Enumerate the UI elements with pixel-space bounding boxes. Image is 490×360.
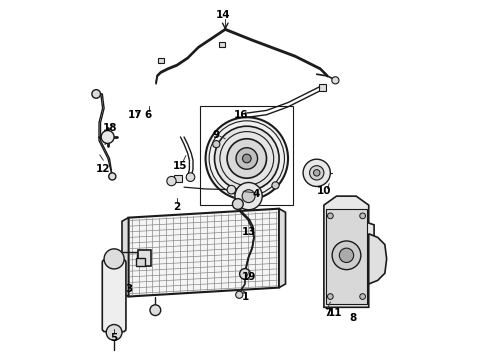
- Circle shape: [167, 176, 176, 186]
- Circle shape: [272, 182, 279, 189]
- Text: 6: 6: [145, 111, 152, 121]
- Bar: [319, 84, 326, 91]
- Bar: [158, 58, 164, 63]
- Circle shape: [310, 166, 324, 180]
- Text: 8: 8: [349, 313, 356, 323]
- Circle shape: [332, 241, 361, 270]
- Circle shape: [186, 173, 195, 181]
- FancyBboxPatch shape: [102, 260, 126, 332]
- Circle shape: [360, 213, 366, 219]
- Bar: [219, 42, 224, 47]
- Bar: [138, 250, 151, 266]
- Polygon shape: [128, 209, 279, 297]
- Circle shape: [236, 291, 243, 298]
- Circle shape: [327, 213, 333, 219]
- Text: 12: 12: [96, 164, 111, 174]
- Circle shape: [314, 170, 320, 176]
- Polygon shape: [368, 234, 387, 284]
- Text: 3: 3: [125, 284, 132, 294]
- Text: 4: 4: [252, 189, 259, 199]
- Circle shape: [213, 140, 220, 148]
- Bar: [326, 209, 367, 304]
- Text: 17: 17: [128, 111, 143, 121]
- Text: 13: 13: [242, 227, 256, 237]
- Polygon shape: [279, 209, 286, 288]
- Circle shape: [227, 139, 267, 178]
- Text: 5: 5: [110, 333, 118, 343]
- Text: 10: 10: [317, 186, 331, 196]
- Circle shape: [232, 199, 243, 210]
- Circle shape: [106, 324, 122, 340]
- Circle shape: [242, 190, 255, 203]
- Circle shape: [104, 249, 124, 269]
- Circle shape: [243, 154, 251, 163]
- Circle shape: [109, 173, 116, 180]
- Polygon shape: [324, 196, 374, 307]
- Bar: [200, 107, 294, 205]
- Text: 9: 9: [213, 130, 220, 140]
- Polygon shape: [122, 218, 128, 297]
- Text: 14: 14: [216, 10, 231, 20]
- Text: 19: 19: [242, 272, 256, 282]
- Circle shape: [303, 159, 330, 186]
- Text: 11: 11: [327, 308, 342, 318]
- Text: 2: 2: [173, 202, 180, 212]
- Circle shape: [227, 185, 236, 194]
- Circle shape: [235, 183, 262, 210]
- Circle shape: [92, 90, 100, 98]
- Text: 7: 7: [324, 308, 331, 318]
- Circle shape: [101, 131, 114, 143]
- Bar: [174, 175, 182, 182]
- Circle shape: [150, 305, 161, 316]
- Circle shape: [339, 248, 354, 262]
- Text: 1: 1: [242, 292, 248, 302]
- Circle shape: [327, 294, 333, 300]
- Circle shape: [205, 117, 288, 200]
- Circle shape: [240, 269, 250, 279]
- Bar: [136, 258, 145, 266]
- Circle shape: [360, 294, 366, 300]
- Text: 16: 16: [234, 111, 248, 121]
- Text: 15: 15: [173, 161, 188, 171]
- Circle shape: [215, 126, 279, 191]
- Circle shape: [332, 77, 339, 84]
- Text: 18: 18: [103, 123, 118, 133]
- Circle shape: [236, 148, 258, 169]
